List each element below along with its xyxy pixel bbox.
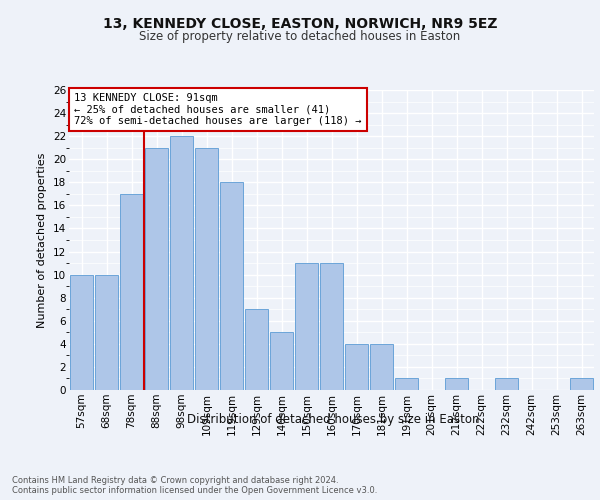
- Bar: [245, 309, 268, 390]
- Bar: [95, 274, 118, 390]
- Text: Distribution of detached houses by size in Easton: Distribution of detached houses by size …: [187, 412, 479, 426]
- Bar: [145, 148, 168, 390]
- Text: Contains HM Land Registry data © Crown copyright and database right 2024.
Contai: Contains HM Land Registry data © Crown c…: [12, 476, 377, 495]
- Bar: [320, 263, 343, 390]
- Bar: [395, 378, 418, 390]
- Text: 13 KENNEDY CLOSE: 91sqm
← 25% of detached houses are smaller (41)
72% of semi-de: 13 KENNEDY CLOSE: 91sqm ← 25% of detache…: [74, 93, 362, 126]
- Bar: [570, 378, 593, 390]
- Bar: [445, 378, 468, 390]
- Bar: [345, 344, 368, 390]
- Bar: [220, 182, 243, 390]
- Bar: [120, 194, 143, 390]
- Bar: [195, 148, 218, 390]
- Bar: [370, 344, 393, 390]
- Bar: [295, 263, 318, 390]
- Bar: [270, 332, 293, 390]
- Bar: [495, 378, 518, 390]
- Text: Size of property relative to detached houses in Easton: Size of property relative to detached ho…: [139, 30, 461, 43]
- Bar: [170, 136, 193, 390]
- Bar: [70, 274, 93, 390]
- Text: 13, KENNEDY CLOSE, EASTON, NORWICH, NR9 5EZ: 13, KENNEDY CLOSE, EASTON, NORWICH, NR9 …: [103, 18, 497, 32]
- Y-axis label: Number of detached properties: Number of detached properties: [37, 152, 47, 328]
